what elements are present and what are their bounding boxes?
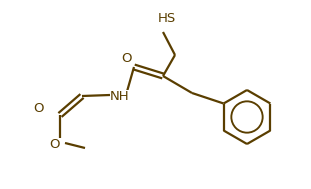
Text: NH: NH (110, 90, 130, 102)
Text: O: O (121, 53, 131, 66)
Text: HS: HS (158, 12, 176, 26)
Text: O: O (33, 101, 43, 115)
Text: O: O (50, 139, 60, 152)
